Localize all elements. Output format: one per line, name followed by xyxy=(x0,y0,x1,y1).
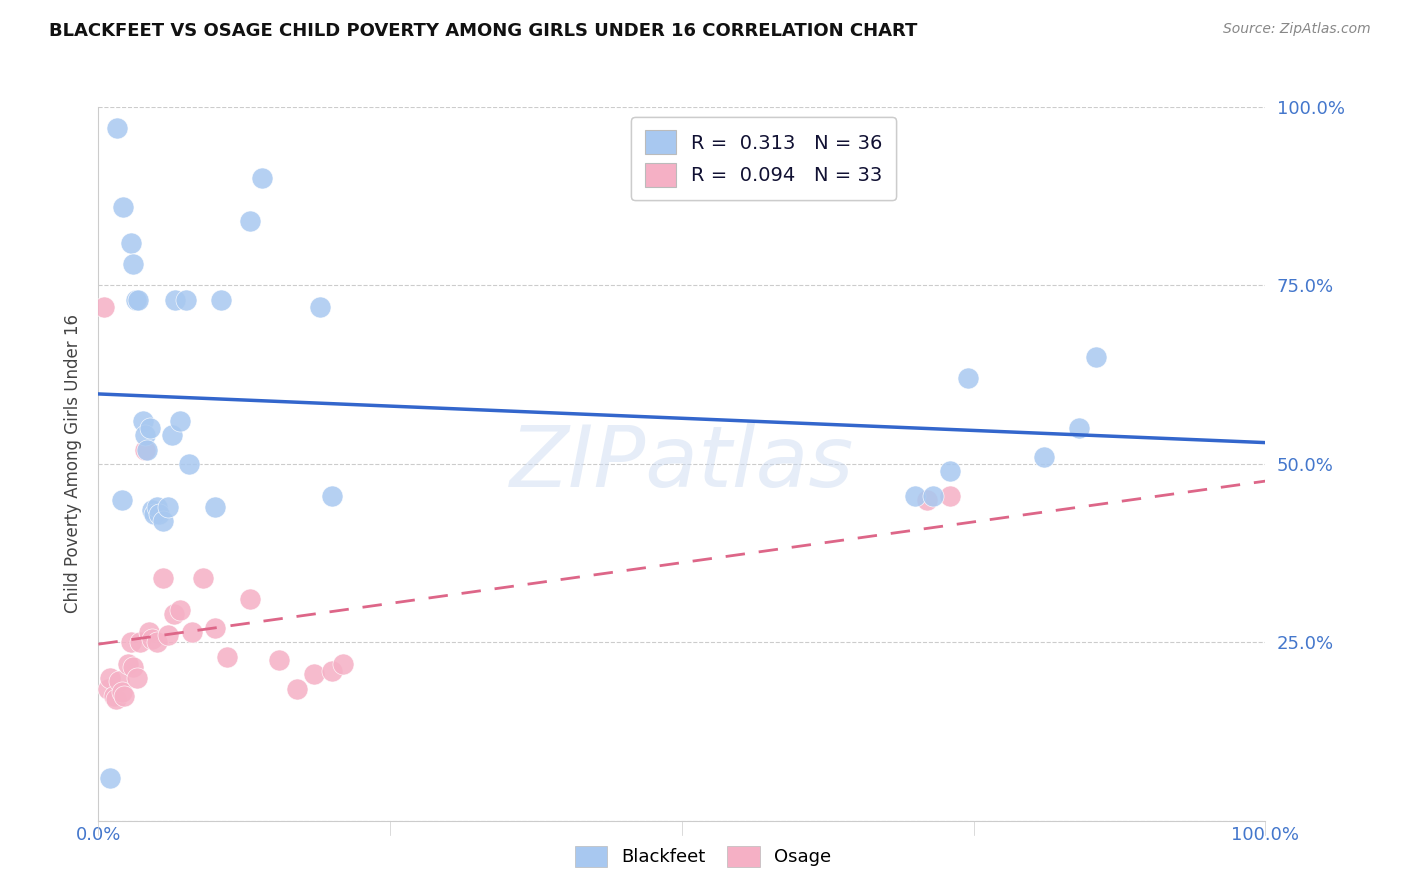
Point xyxy=(105,121,128,136)
Point xyxy=(148,507,170,521)
Point xyxy=(174,293,197,307)
Point xyxy=(939,464,962,478)
Point xyxy=(163,607,186,621)
Point xyxy=(204,500,226,514)
Point xyxy=(921,489,943,503)
Point xyxy=(132,414,155,428)
Point xyxy=(179,457,201,471)
Point xyxy=(1032,450,1054,464)
Point xyxy=(122,660,145,674)
Point xyxy=(125,293,148,307)
Point xyxy=(98,771,121,785)
Point xyxy=(193,571,215,585)
Point xyxy=(141,503,163,517)
Point xyxy=(125,671,148,685)
Point xyxy=(120,235,142,250)
Point xyxy=(269,653,291,667)
Point xyxy=(160,428,183,442)
Point xyxy=(93,300,115,314)
Point xyxy=(321,664,343,678)
Point xyxy=(103,689,125,703)
Point xyxy=(304,667,326,681)
Point xyxy=(104,692,127,706)
Point xyxy=(169,603,191,617)
Point xyxy=(97,681,120,696)
Point xyxy=(117,657,139,671)
Point xyxy=(309,300,332,314)
Point xyxy=(138,624,160,639)
Text: ZIPatlas: ZIPatlas xyxy=(510,422,853,506)
Point xyxy=(1085,350,1108,364)
Point xyxy=(239,214,262,228)
Legend: R =  0.313   N = 36, R =  0.094   N = 33: R = 0.313 N = 36, R = 0.094 N = 33 xyxy=(631,117,896,200)
Point xyxy=(98,671,121,685)
Point xyxy=(157,628,180,642)
Point xyxy=(165,293,187,307)
Point xyxy=(152,571,174,585)
Point xyxy=(1067,421,1090,435)
Text: Source: ZipAtlas.com: Source: ZipAtlas.com xyxy=(1223,22,1371,37)
Point xyxy=(108,674,131,689)
Point xyxy=(332,657,354,671)
Point xyxy=(157,500,180,514)
Point xyxy=(127,293,149,307)
Point xyxy=(956,371,979,385)
Point xyxy=(321,489,343,503)
Point xyxy=(209,293,232,307)
Y-axis label: Child Poverty Among Girls Under 16: Child Poverty Among Girls Under 16 xyxy=(65,314,83,614)
Point xyxy=(939,489,962,503)
Point xyxy=(111,492,134,507)
Point xyxy=(136,442,159,457)
Point xyxy=(111,685,134,699)
Point xyxy=(111,200,134,214)
Point xyxy=(112,689,135,703)
Point xyxy=(146,500,169,514)
Point xyxy=(129,635,152,649)
Point xyxy=(204,621,226,635)
Point xyxy=(141,632,163,646)
Point xyxy=(180,624,202,639)
Point xyxy=(915,492,938,507)
Point xyxy=(215,649,238,664)
Point xyxy=(134,442,156,457)
Point xyxy=(285,681,308,696)
Point xyxy=(250,171,273,186)
Point xyxy=(904,489,927,503)
Text: BLACKFEET VS OSAGE CHILD POVERTY AMONG GIRLS UNDER 16 CORRELATION CHART: BLACKFEET VS OSAGE CHILD POVERTY AMONG G… xyxy=(49,22,918,40)
Point xyxy=(169,414,191,428)
Point xyxy=(120,635,142,649)
Point xyxy=(134,428,156,442)
Point xyxy=(152,514,174,528)
Point xyxy=(139,421,162,435)
Point xyxy=(239,592,262,607)
Point xyxy=(122,257,145,271)
Point xyxy=(143,507,166,521)
Legend: Blackfeet, Osage: Blackfeet, Osage xyxy=(567,838,839,874)
Point xyxy=(146,635,169,649)
